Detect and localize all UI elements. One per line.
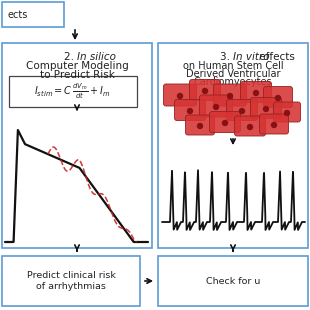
Text: Computer Modeling: Computer Modeling: [26, 61, 128, 71]
Circle shape: [228, 94, 232, 99]
FancyBboxPatch shape: [8, 76, 136, 107]
Text: effects: effects: [256, 52, 295, 62]
FancyBboxPatch shape: [227, 100, 258, 121]
FancyBboxPatch shape: [264, 86, 293, 108]
FancyBboxPatch shape: [250, 98, 281, 118]
FancyBboxPatch shape: [2, 256, 140, 306]
FancyBboxPatch shape: [241, 82, 272, 103]
Circle shape: [202, 88, 207, 94]
Circle shape: [178, 94, 183, 99]
FancyBboxPatch shape: [200, 95, 232, 117]
Circle shape: [254, 91, 259, 95]
FancyBboxPatch shape: [189, 79, 220, 100]
Text: on Human Stem Cell: on Human Stem Cell: [183, 61, 283, 71]
Text: Predict clinical risk
of arrhythmias: Predict clinical risk of arrhythmias: [27, 271, 115, 291]
FancyBboxPatch shape: [175, 100, 206, 121]
Circle shape: [272, 122, 277, 127]
Circle shape: [223, 121, 228, 126]
Circle shape: [247, 125, 253, 130]
Circle shape: [188, 108, 193, 113]
Circle shape: [197, 123, 202, 129]
Text: to Predict Risk: to Predict Risk: [40, 70, 114, 80]
Text: 2.: 2.: [64, 52, 77, 62]
FancyBboxPatch shape: [158, 43, 308, 248]
Text: Cardiomyocytes: Cardiomyocytes: [194, 77, 272, 87]
FancyBboxPatch shape: [158, 256, 308, 306]
Text: ects: ects: [7, 10, 27, 20]
Text: $I_{stim} = C\,\frac{dV_m}{dt} + I_m$: $I_{stim} = C\,\frac{dV_m}{dt} + I_m$: [34, 81, 110, 101]
FancyBboxPatch shape: [214, 84, 246, 106]
Text: Derived Ventricular: Derived Ventricular: [186, 69, 280, 79]
Text: In vitro: In vitro: [233, 52, 270, 62]
FancyBboxPatch shape: [210, 112, 241, 132]
Text: 3.: 3.: [220, 52, 233, 62]
Circle shape: [214, 104, 219, 109]
FancyBboxPatch shape: [234, 116, 265, 136]
FancyBboxPatch shape: [2, 2, 64, 27]
FancyBboxPatch shape: [185, 115, 215, 135]
Text: In silico: In silico: [77, 52, 116, 62]
FancyBboxPatch shape: [273, 102, 300, 122]
Circle shape: [276, 95, 281, 100]
FancyBboxPatch shape: [259, 114, 289, 134]
Circle shape: [240, 108, 245, 113]
Circle shape: [264, 107, 268, 112]
Text: Check for u: Check for u: [206, 277, 260, 286]
FancyBboxPatch shape: [163, 84, 197, 106]
FancyBboxPatch shape: [2, 43, 152, 248]
Circle shape: [285, 110, 290, 116]
